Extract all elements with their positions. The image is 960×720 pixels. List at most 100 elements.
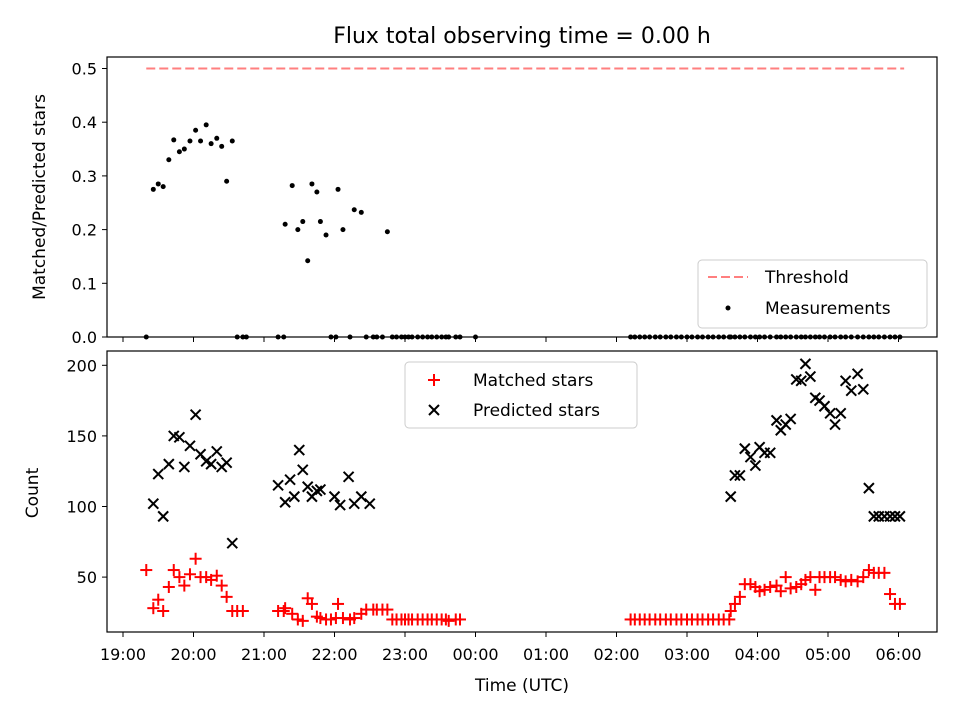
- predicted-star-point: [784, 413, 797, 425]
- predicted-star-point: [834, 407, 847, 420]
- predicted-star-point: [818, 400, 831, 412]
- measurement-point: [282, 221, 288, 227]
- predicted-star-point: [764, 447, 776, 459]
- predicted-star-point: [770, 414, 783, 427]
- measurement-point: [150, 186, 156, 192]
- top-y-axis-label: Matched/Predicted stars: [30, 94, 50, 300]
- measurement-point: [193, 127, 199, 133]
- predicted-star-point: [863, 482, 875, 494]
- matched-star-point: [167, 564, 180, 577]
- matched-star-point: [878, 566, 891, 579]
- measurement-point: [187, 138, 193, 144]
- measurement-point: [351, 207, 357, 213]
- measurement-point: [160, 184, 166, 190]
- measurement-point: [219, 143, 225, 149]
- predicted-star-point: [178, 461, 191, 473]
- legend-predicted-label: Predicted stars: [473, 401, 600, 421]
- matched-star-point: [157, 604, 170, 617]
- measurement-point: [224, 178, 230, 184]
- predicted-star-point: [189, 409, 202, 421]
- legend-measurements-label: Measurements: [765, 299, 891, 319]
- top-y-axis: 0.0 0.1 0.2 0.3 0.4 0.5: [72, 60, 107, 347]
- legend-predicted-swatch: [428, 404, 440, 416]
- predicted-star-point: [725, 490, 737, 503]
- measurement-point: [208, 141, 214, 147]
- bottom-y-tick-label: 50: [77, 568, 97, 587]
- measurement-point: [358, 209, 364, 215]
- top-y-tick-label: 0.5: [72, 60, 97, 79]
- bottom-y-tick-label: 150: [66, 427, 97, 446]
- matched-star-point: [733, 590, 746, 603]
- x-tick-label: 20:00: [170, 645, 216, 664]
- predicted-star-point: [884, 510, 896, 523]
- top-y-tick-label: 0.1: [72, 274, 97, 293]
- bottom-y-axis-label: Count: [23, 467, 43, 518]
- legend-threshold-label: Threshold: [764, 268, 849, 288]
- predicted-star-point: [302, 481, 314, 493]
- matched-star-point: [140, 564, 153, 577]
- top-y-tick-label: 0.4: [72, 113, 97, 132]
- bottom-axes-frame: [106, 350, 938, 633]
- x-tick-label: 04:00: [734, 645, 780, 664]
- measurement-point: [166, 157, 172, 163]
- predicted-star-point: [284, 473, 296, 486]
- matched-star-point: [162, 580, 175, 593]
- predicted-star-point: [894, 510, 906, 523]
- matched-star-point: [857, 571, 870, 584]
- top-x-tick-marks: [122, 337, 899, 342]
- measurement-point: [323, 232, 329, 238]
- predicted-star-point: [851, 368, 864, 380]
- bottom-legend: Matched stars Predicted stars: [404, 361, 638, 429]
- predicted-star-point: [211, 445, 223, 458]
- predicted-star-point: [804, 370, 817, 383]
- measurement-point: [289, 183, 295, 189]
- predicted-star-point: [152, 468, 164, 480]
- matched-star-point: [173, 571, 186, 584]
- predicted-star-point: [829, 418, 841, 431]
- matched-star-point: [884, 588, 897, 601]
- x-tick-label: 01:00: [523, 645, 569, 664]
- bottom-y-tick-label: 100: [66, 498, 97, 517]
- matched-star-point: [236, 604, 249, 617]
- matched-star-point: [279, 602, 292, 615]
- matched-star-point: [779, 571, 792, 584]
- measurement-point: [181, 146, 187, 152]
- measurement-point: [317, 219, 323, 225]
- predicted-star-point: [334, 499, 346, 511]
- predicted-star-point: [220, 457, 233, 469]
- predicted-star-point: [729, 469, 741, 482]
- matched-star-point: [728, 597, 741, 610]
- bottom-legend-box: [404, 361, 638, 429]
- predicted-star-point: [744, 451, 757, 463]
- matched-star-point: [348, 612, 361, 625]
- matched-star-point: [210, 569, 223, 582]
- predicted-star-point: [328, 490, 341, 503]
- matched-star-point: [215, 579, 228, 592]
- measurement-point: [335, 186, 341, 192]
- bottom-panel: 50 100 150 200 19:00 20:00 21:00 22:00 23:00 00:…: [23, 350, 938, 696]
- predicted-star-point: [184, 440, 196, 452]
- matched-star-point: [442, 614, 455, 627]
- measurement-point: [214, 135, 220, 141]
- top-y-tick-label: 0.3: [72, 167, 97, 186]
- predicted-star-point: [205, 458, 217, 470]
- predicted-star-point: [889, 510, 901, 523]
- measurement-point: [198, 138, 204, 144]
- predicted-star-point: [734, 469, 746, 482]
- measurement-point: [314, 189, 320, 195]
- legend-matched-swatch: [428, 374, 440, 386]
- x-tick-label: 23:00: [382, 645, 428, 664]
- matched-star-point: [381, 603, 394, 616]
- predicted-star-point: [157, 510, 169, 523]
- matched-star-point: [774, 585, 787, 598]
- measurement-point: [300, 219, 306, 225]
- matched-star-point: [152, 593, 165, 606]
- measurement-point: [171, 137, 177, 143]
- predicted-star-point: [868, 510, 880, 523]
- matched-star-point: [809, 583, 822, 596]
- legend-measurements-swatch: [725, 305, 731, 311]
- matched-star-point: [723, 613, 736, 626]
- top-axes-frame: [106, 56, 938, 338]
- measurement-point: [295, 227, 301, 233]
